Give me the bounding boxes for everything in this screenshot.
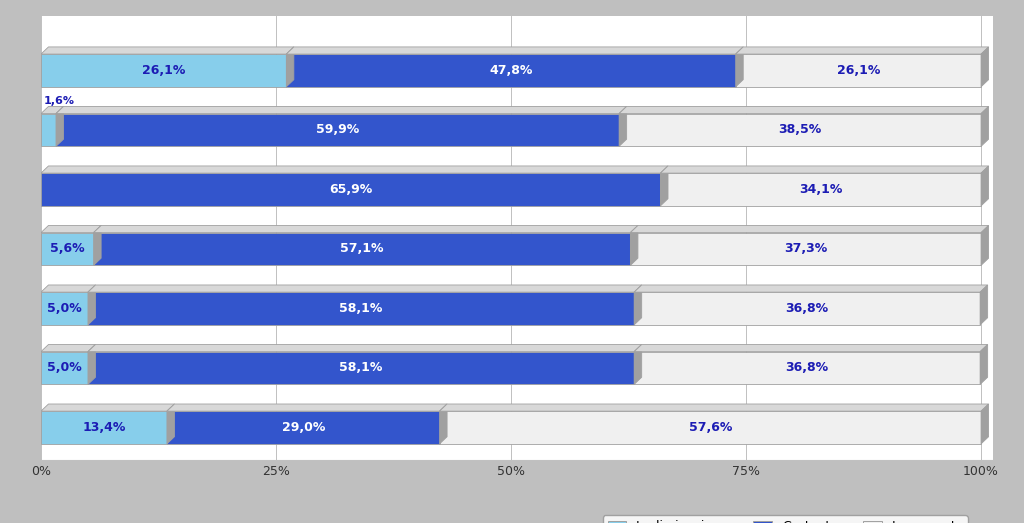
Polygon shape: [735, 47, 743, 87]
Bar: [41, 351, 88, 384]
Polygon shape: [981, 47, 988, 87]
Text: 57,1%: 57,1%: [340, 243, 384, 255]
Text: 37,3%: 37,3%: [784, 243, 827, 255]
Bar: [634, 351, 980, 384]
Text: 36,8%: 36,8%: [785, 302, 828, 315]
Text: 34,1%: 34,1%: [799, 183, 843, 196]
Polygon shape: [41, 345, 95, 351]
Text: 13,4%: 13,4%: [82, 421, 126, 434]
Bar: [631, 233, 981, 265]
Text: 57,6%: 57,6%: [688, 421, 732, 434]
Bar: [41, 173, 660, 206]
Text: 47,8%: 47,8%: [489, 64, 532, 77]
Polygon shape: [634, 285, 987, 292]
Polygon shape: [981, 107, 988, 146]
Text: 5,0%: 5,0%: [47, 302, 82, 315]
Bar: [41, 292, 88, 325]
Bar: [41, 113, 56, 146]
Bar: [93, 233, 631, 265]
Polygon shape: [980, 345, 987, 384]
Polygon shape: [631, 225, 988, 233]
Bar: [167, 411, 439, 444]
Text: 59,9%: 59,9%: [316, 123, 359, 137]
Polygon shape: [620, 107, 988, 113]
Bar: [439, 411, 981, 444]
Polygon shape: [167, 404, 447, 411]
Polygon shape: [439, 404, 988, 411]
Polygon shape: [631, 225, 638, 265]
Polygon shape: [439, 404, 447, 444]
Polygon shape: [735, 47, 988, 54]
Polygon shape: [41, 166, 668, 173]
Text: 29,0%: 29,0%: [282, 421, 325, 434]
Polygon shape: [88, 285, 95, 325]
Text: 5,6%: 5,6%: [50, 243, 85, 255]
Text: 26,1%: 26,1%: [837, 64, 880, 77]
Polygon shape: [634, 345, 987, 351]
Text: 5,0%: 5,0%: [47, 361, 82, 374]
Polygon shape: [167, 404, 174, 444]
Text: 58,1%: 58,1%: [339, 302, 383, 315]
Text: 38,5%: 38,5%: [778, 123, 821, 137]
Polygon shape: [287, 47, 743, 54]
Text: 26,1%: 26,1%: [142, 64, 185, 77]
Polygon shape: [660, 166, 988, 173]
Bar: [287, 54, 735, 87]
Bar: [88, 292, 634, 325]
Polygon shape: [41, 47, 294, 54]
Bar: [56, 113, 620, 146]
Bar: [634, 292, 980, 325]
Polygon shape: [88, 345, 642, 351]
Polygon shape: [287, 47, 294, 87]
Text: 1,6%: 1,6%: [44, 96, 75, 106]
Text: 65,9%: 65,9%: [329, 183, 373, 196]
Bar: [735, 54, 981, 87]
Polygon shape: [93, 225, 638, 233]
Text: 36,8%: 36,8%: [785, 361, 828, 374]
Polygon shape: [56, 107, 63, 146]
Legend: In diminuzione, Costante, In aumento: In diminuzione, Costante, In aumento: [603, 516, 968, 523]
Bar: [620, 113, 981, 146]
Polygon shape: [88, 285, 642, 292]
Polygon shape: [980, 285, 987, 325]
Polygon shape: [41, 285, 95, 292]
Bar: [41, 54, 287, 87]
Polygon shape: [41, 225, 101, 233]
Polygon shape: [41, 404, 174, 411]
Polygon shape: [981, 225, 988, 265]
Polygon shape: [660, 166, 668, 206]
Bar: [660, 173, 981, 206]
Polygon shape: [981, 166, 988, 206]
Polygon shape: [93, 225, 101, 265]
Polygon shape: [634, 285, 642, 325]
Text: 58,1%: 58,1%: [339, 361, 383, 374]
Polygon shape: [41, 107, 63, 113]
Polygon shape: [56, 107, 627, 113]
Bar: [88, 351, 634, 384]
Polygon shape: [620, 107, 627, 146]
Polygon shape: [634, 345, 642, 384]
Bar: [41, 233, 93, 265]
Polygon shape: [981, 404, 988, 444]
Bar: [41, 411, 167, 444]
Polygon shape: [88, 345, 95, 384]
